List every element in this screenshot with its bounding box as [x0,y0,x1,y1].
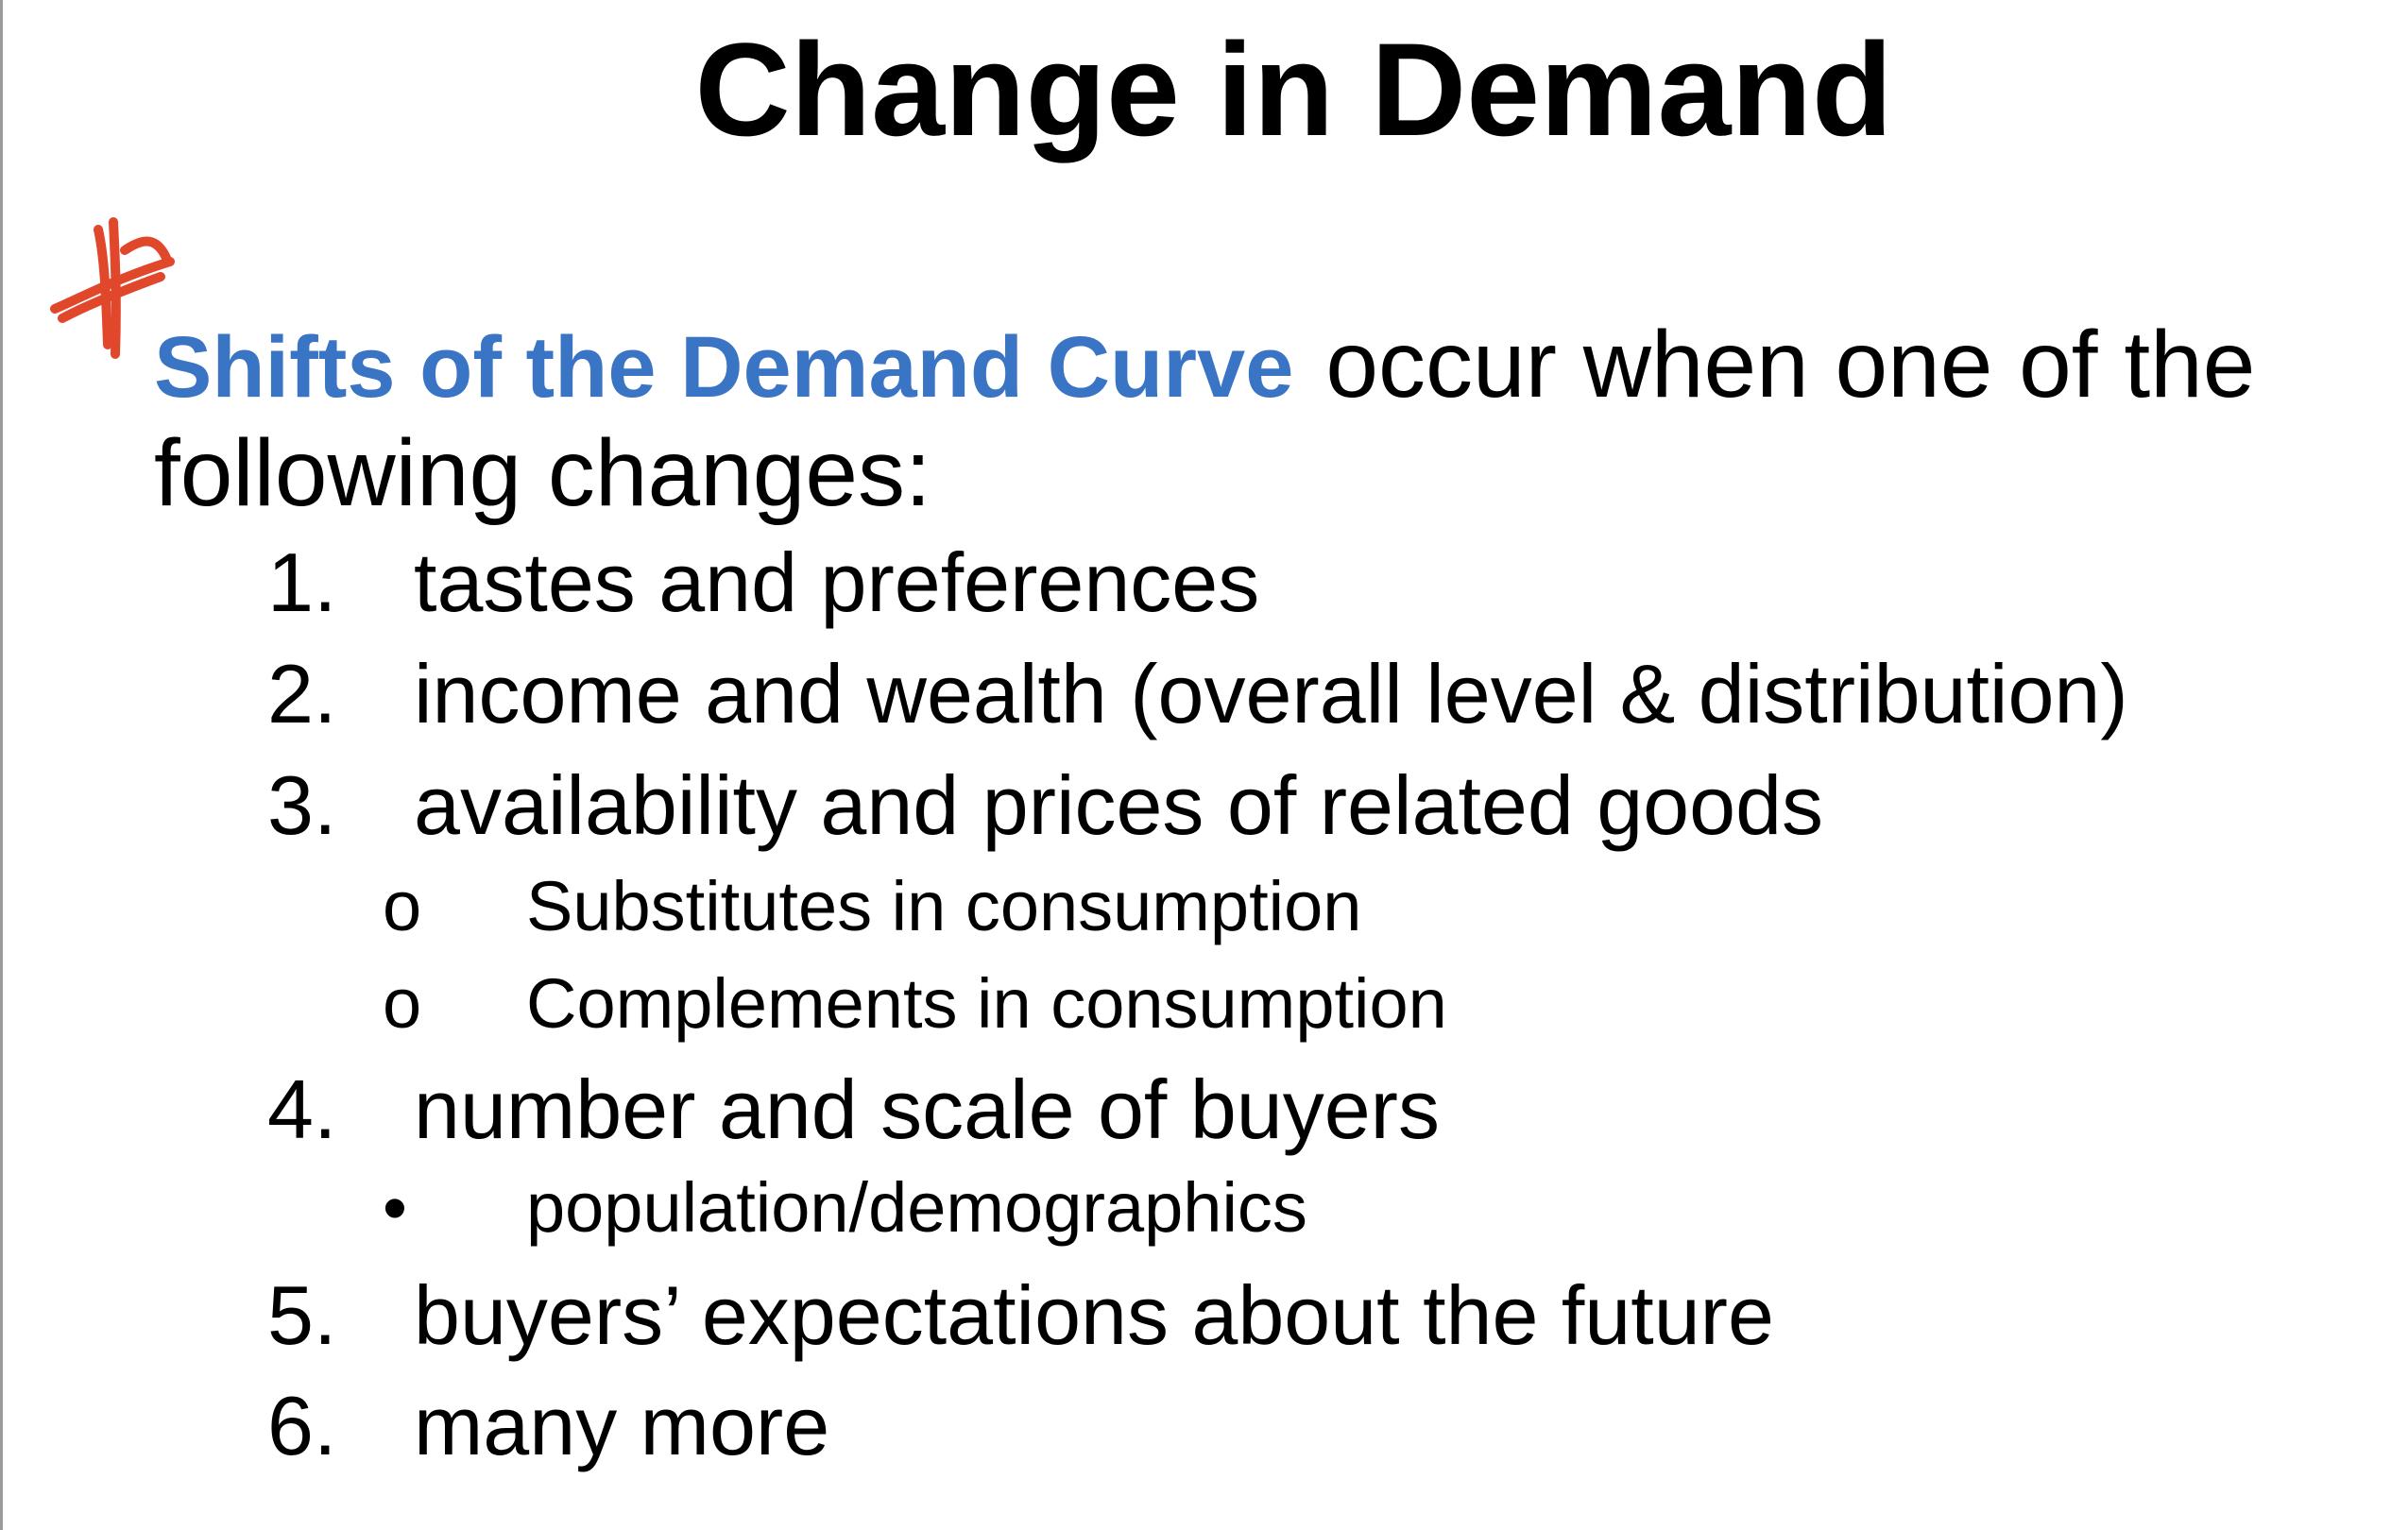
slide-title-text: Change in Demand [694,15,1893,163]
dot-bullet-icon: • [383,1168,407,1247]
list-item-text: many more [414,1379,830,1472]
list-item-number: 2. [267,647,337,740]
sub-list-item-text: Complements in consumption [526,964,1447,1043]
sub-list-item-text: Substitutes in consumption [526,867,1362,945]
star-annotation-icon [50,217,175,359]
intro-line-2: following changes: [154,420,931,526]
slide-left-border [0,0,3,1530]
list-item-text: buyers’ expectations about the future [414,1268,1774,1362]
list-item-number: 6. [267,1379,337,1472]
intro-paragraph: Shifts of the Demand Curve occur when one… [154,312,2383,526]
circle-bullet-icon: o [383,867,422,945]
sub-list-item-text: population/demographics [526,1168,1307,1247]
list-item-number: 3. [267,758,337,852]
list-item-text: tastes and preferences [414,536,1260,629]
list-item-text: number and scale of buyers [414,1062,1440,1156]
intro-line-1: Shifts of the Demand Curve occur when one… [154,312,2383,420]
intro-highlight: Shifts of the Demand Curve [154,319,1294,416]
list-item-text: availability and prices of related goods [414,758,1824,852]
list-item-number: 1. [267,536,337,629]
list-item-number: 5. [267,1268,337,1362]
list-item-text: income and wealth (overall level & distr… [414,647,2128,740]
slide-title: Change in Demand [0,11,2408,167]
intro-rest: occur when one of the [1325,312,2256,417]
circle-bullet-icon: o [383,964,422,1043]
list-item-number: 4. [267,1062,337,1156]
